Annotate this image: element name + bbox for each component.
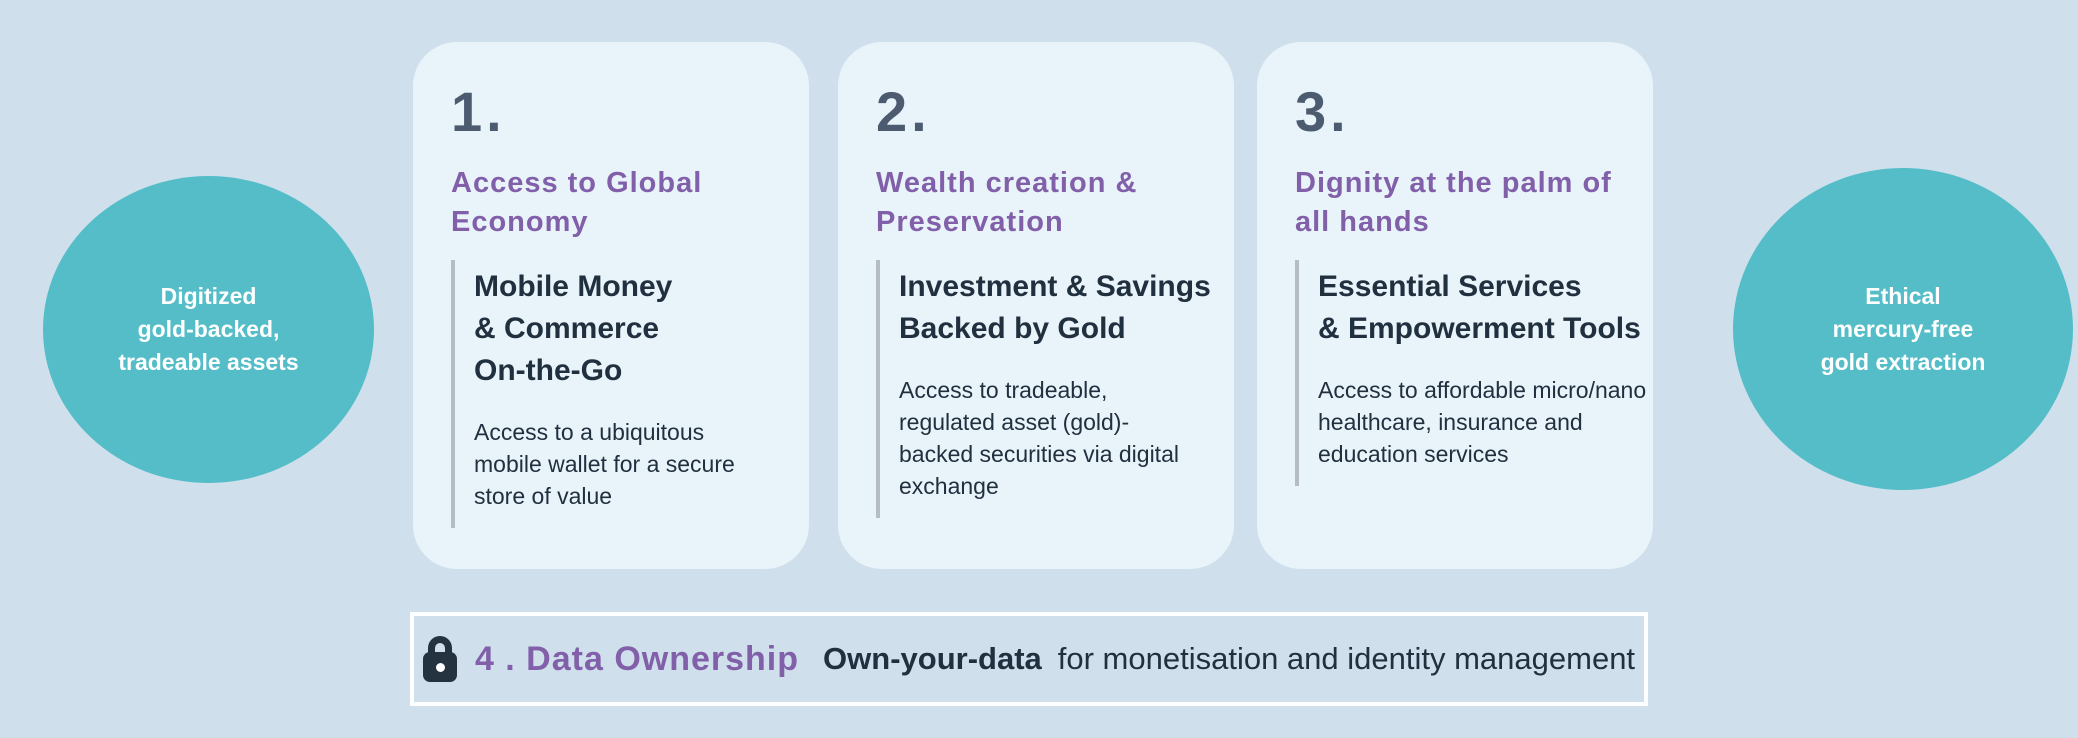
card-subtitle-line: Investment & Savings: [899, 270, 1211, 303]
card-description-line: education services: [1318, 441, 1509, 467]
card-subtitle-line: Essential Services: [1318, 270, 1582, 303]
circle-text-line: tradeable assets: [118, 349, 299, 375]
card-description-line: Access to a ubiquitous: [474, 419, 705, 445]
ethical-extraction-circle: Ethical mercury-free gold extraction: [1733, 168, 2073, 490]
card-content: Investment & Savings Backed by Gold Acce…: [876, 260, 1211, 518]
ethical-extraction-circle-text: Ethical mercury-free gold extraction: [1821, 280, 1986, 379]
digitized-assets-circle: Digitized gold-backed, tradeable assets: [43, 176, 374, 483]
card-description-line: regulated asset (gold)-: [899, 409, 1130, 435]
lock-shackle: [427, 636, 452, 660]
own-your-data-text: Own-your-data: [823, 641, 1042, 676]
card-access-global-economy: 1. Access to Global Economy Mobile Money…: [413, 42, 809, 569]
card-description-line: healthcare, insurance and: [1318, 409, 1583, 435]
card-title-line: Dignity at the palm of: [1295, 167, 1612, 199]
card-subtitle: Investment & Savings Backed by Gold: [899, 266, 1211, 350]
card-title-line: Access to Global: [451, 167, 703, 199]
card-description: Access to tradeable, regulated asset (go…: [899, 374, 1204, 502]
card-description-line: exchange: [899, 473, 999, 499]
card-wealth-creation: 2. Wealth creation & Preservation Invest…: [838, 42, 1234, 569]
card-title-line: all hands: [1295, 206, 1430, 238]
lock-keyhole-dot: [435, 663, 445, 672]
card-subtitle: Mobile Money & Commerce On-the-Go: [474, 266, 779, 392]
data-ownership-bar: 4 . Data Ownership Own-your-data for mon…: [410, 612, 1648, 706]
card-dignity: 3. Dignity at the palm of all hands Esse…: [1257, 42, 1653, 569]
card-subtitle-line: & Empowerment Tools: [1318, 312, 1641, 345]
card-number: 2.: [876, 80, 931, 143]
lock-body: [422, 652, 457, 682]
card-description-line: Access to tradeable,: [899, 377, 1108, 403]
data-ownership-label: 4 . Data Ownership: [474, 639, 800, 678]
digitized-assets-circle-text: Digitized gold-backed, tradeable assets: [118, 280, 298, 379]
card-title: Access to Global Economy: [451, 164, 779, 242]
circle-text-line: Digitized: [160, 283, 257, 309]
card-description-line: Access to affordable micro/nano: [1318, 377, 1647, 403]
card-content: Mobile Money & Commerce On-the-Go Access…: [451, 260, 779, 528]
card-number: 3.: [1295, 80, 1350, 143]
circle-text-line: gold-backed,: [137, 316, 280, 342]
card-number: 1.: [451, 80, 506, 143]
card-description-line: backed securities via digital: [899, 441, 1179, 467]
circle-text-line: gold extraction: [1820, 348, 1986, 375]
card-description-line: store of value: [474, 483, 613, 509]
card-subtitle-line: On-the-Go: [474, 354, 623, 387]
card-title-line: Wealth creation &: [876, 167, 1138, 199]
circle-text-line: mercury-free: [1832, 315, 1974, 342]
card-subtitle: Essential Services & Empowerment Tools: [1318, 266, 1641, 350]
card-subtitle-line: Backed by Gold: [899, 312, 1126, 345]
card-description: Access to a ubiquitous mobile wallet for…: [474, 416, 779, 512]
card-title-line: Preservation: [876, 206, 1064, 238]
card-title: Dignity at the palm of all hands: [1295, 164, 1623, 242]
card-description: Access to affordable micro/nano healthca…: [1318, 374, 1647, 470]
circle-text-line: Ethical: [1865, 282, 1941, 309]
bar-description-text: for monetisation and identity management: [1057, 641, 1636, 676]
card-title: Wealth creation & Preservation: [876, 164, 1204, 242]
card-subtitle-line: Mobile Money: [474, 270, 673, 303]
card-title-line: Economy: [451, 206, 589, 238]
card-content: Essential Services & Empowerment Tools A…: [1295, 260, 1647, 486]
card-subtitle-line: & Commerce: [474, 312, 660, 345]
card-description-line: mobile wallet for a secure: [474, 451, 735, 477]
lock-icon: [422, 636, 457, 682]
